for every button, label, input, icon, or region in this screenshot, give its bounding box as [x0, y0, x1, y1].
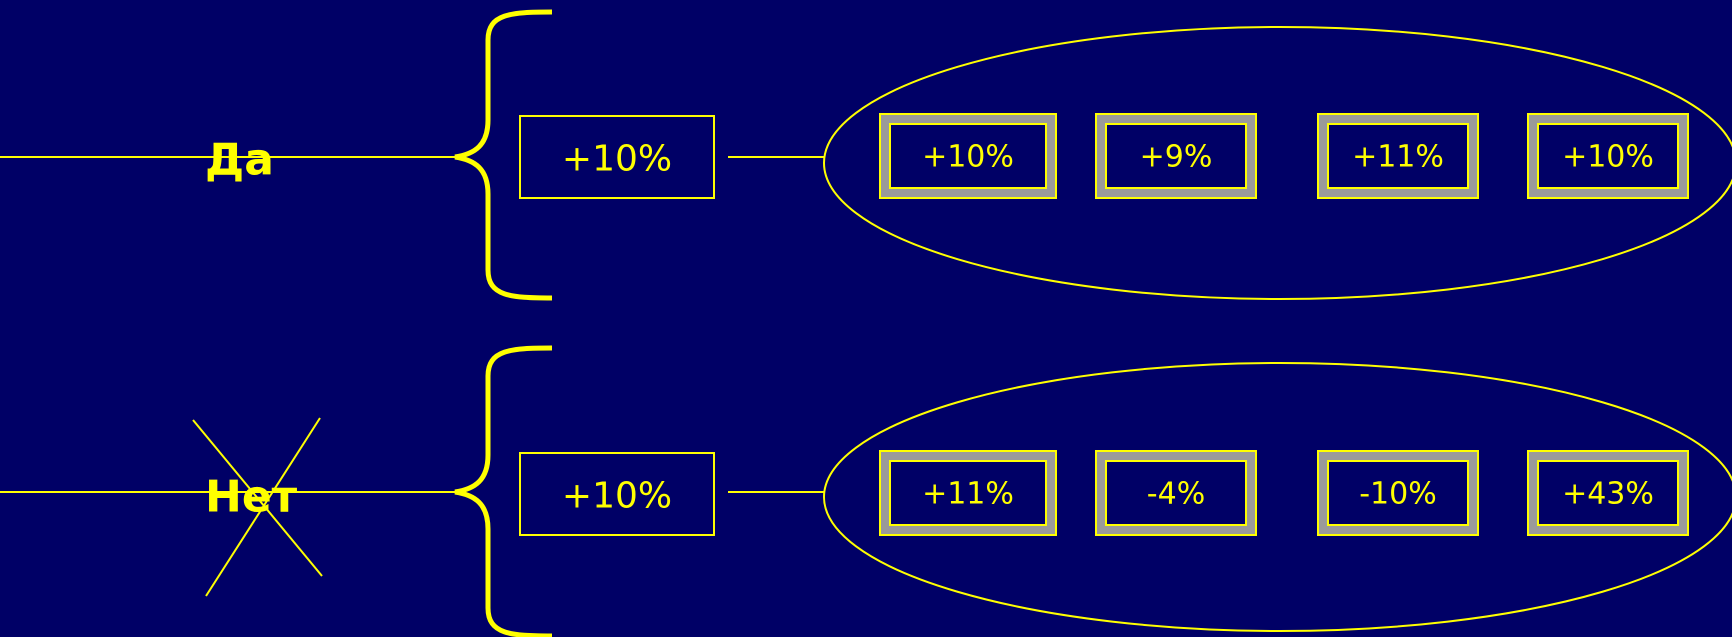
cell-face: [1327, 123, 1469, 189]
result-cell: +43%: [1527, 450, 1689, 536]
result-cell: -4%: [1095, 450, 1257, 536]
summary-value: +10%: [562, 476, 672, 517]
cell-outer: [879, 113, 1057, 199]
result-cell: +10%: [1527, 113, 1689, 199]
row-no: Нет +10% +11% -4% -10%: [0, 345, 1732, 637]
summary-value: +10%: [562, 139, 672, 180]
result-value: +43%: [1562, 477, 1654, 512]
cell-face: [889, 460, 1047, 526]
cell-face: [1537, 123, 1679, 189]
results-ellipse: [823, 26, 1732, 300]
row-label: Да: [205, 135, 274, 186]
result-value: +10%: [1562, 140, 1654, 175]
cell-face: [889, 123, 1047, 189]
summary-box: [519, 452, 715, 536]
result-value: +11%: [1352, 140, 1444, 175]
result-value: +10%: [922, 140, 1014, 175]
row-yes: Да +10% +10% +9% +11% +10%: [0, 9, 1732, 301]
result-cell: +11%: [1317, 113, 1479, 199]
cell-outer: [1317, 450, 1479, 536]
summary-box: [519, 115, 715, 199]
cell-outer: [879, 450, 1057, 536]
cell-outer: [1095, 450, 1257, 536]
curly-brace: [454, 345, 553, 637]
result-cell: +9%: [1095, 113, 1257, 199]
result-value: -10%: [1359, 477, 1437, 512]
result-value: -4%: [1147, 477, 1205, 512]
cell-outer: [1527, 113, 1689, 199]
result-value: +11%: [922, 477, 1014, 512]
result-cell: +10%: [879, 113, 1057, 199]
row-label: Нет: [205, 472, 298, 523]
cross-out-mark: [192, 417, 323, 597]
cross-stroke: [205, 417, 321, 597]
cell-face: [1105, 123, 1247, 189]
cell-face: [1537, 460, 1679, 526]
cross-stroke: [192, 419, 323, 577]
result-cell: -10%: [1317, 450, 1479, 536]
cell-outer: [1317, 113, 1479, 199]
results-ellipse: [823, 362, 1732, 632]
result-cell: +11%: [879, 450, 1057, 536]
result-value: +9%: [1140, 140, 1213, 175]
cell-outer: [1095, 113, 1257, 199]
cell-outer: [1527, 450, 1689, 536]
cell-face: [1327, 460, 1469, 526]
curly-brace: [454, 9, 553, 301]
cell-face: [1105, 460, 1247, 526]
